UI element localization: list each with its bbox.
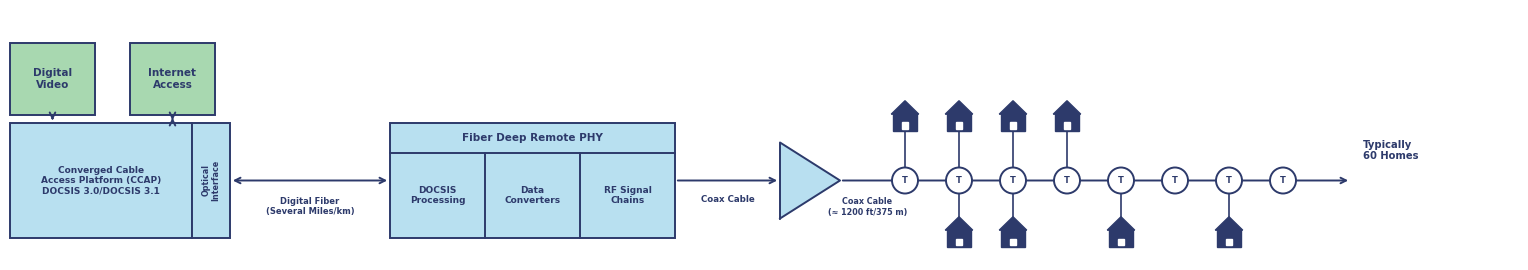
Bar xyxy=(1010,238,1016,245)
Text: DOCSIS
Processing: DOCSIS Processing xyxy=(410,186,465,205)
Bar xyxy=(1001,114,1024,131)
Bar xyxy=(947,230,970,247)
Bar xyxy=(1010,123,1016,129)
Bar xyxy=(11,123,193,238)
Circle shape xyxy=(892,167,918,194)
Circle shape xyxy=(1270,167,1296,194)
Text: Converged Cable
Access Platform (CCAP)
DOCSIS 3.0/DOCSIS 3.1: Converged Cable Access Platform (CCAP) D… xyxy=(41,166,160,195)
Bar xyxy=(902,123,908,129)
Bar xyxy=(1118,238,1125,245)
Text: Digital
Video: Digital Video xyxy=(34,68,72,90)
Text: Digital Fiber
(Several Miles/km): Digital Fiber (Several Miles/km) xyxy=(266,197,354,216)
Polygon shape xyxy=(1053,101,1080,114)
Text: RF Signal
Chains: RF Signal Chains xyxy=(604,186,651,205)
Bar xyxy=(947,114,970,131)
Text: T: T xyxy=(1063,176,1070,185)
Bar xyxy=(193,123,231,238)
Circle shape xyxy=(1108,167,1134,194)
Text: T: T xyxy=(1280,176,1287,185)
Text: Fiber Deep Remote PHY: Fiber Deep Remote PHY xyxy=(461,133,604,143)
Bar xyxy=(1063,123,1070,129)
Circle shape xyxy=(946,167,972,194)
Bar xyxy=(894,114,917,131)
Polygon shape xyxy=(999,217,1027,230)
Text: T: T xyxy=(1118,176,1125,185)
Polygon shape xyxy=(891,101,918,114)
Text: Internet
Access: Internet Access xyxy=(148,68,197,90)
Polygon shape xyxy=(946,217,973,230)
Text: Typically
60 Homes: Typically 60 Homes xyxy=(1363,140,1418,161)
Bar xyxy=(390,123,675,238)
Bar xyxy=(1109,230,1132,247)
Text: Coax Cable: Coax Cable xyxy=(701,194,755,204)
Polygon shape xyxy=(779,143,840,218)
Bar xyxy=(130,43,215,115)
Circle shape xyxy=(1216,167,1242,194)
Circle shape xyxy=(1161,167,1187,194)
Bar xyxy=(1001,230,1024,247)
Bar xyxy=(1225,238,1232,245)
Bar xyxy=(1056,114,1079,131)
Text: Coax Cable
(≈ 1200 ft/375 m): Coax Cable (≈ 1200 ft/375 m) xyxy=(828,197,908,217)
Polygon shape xyxy=(1108,217,1135,230)
Polygon shape xyxy=(946,101,973,114)
Text: T: T xyxy=(1010,176,1016,185)
Text: T: T xyxy=(1172,176,1178,185)
Bar xyxy=(1218,230,1241,247)
Text: T: T xyxy=(902,176,908,185)
Circle shape xyxy=(1054,167,1080,194)
Polygon shape xyxy=(999,101,1027,114)
Text: Data
Converters: Data Converters xyxy=(504,186,561,205)
Text: T: T xyxy=(957,176,963,185)
Bar xyxy=(957,238,963,245)
Text: Optical
Interface: Optical Interface xyxy=(202,160,220,201)
Circle shape xyxy=(999,167,1025,194)
Text: T: T xyxy=(1225,176,1232,185)
Bar xyxy=(957,123,963,129)
Polygon shape xyxy=(1215,217,1242,230)
Bar xyxy=(11,43,95,115)
